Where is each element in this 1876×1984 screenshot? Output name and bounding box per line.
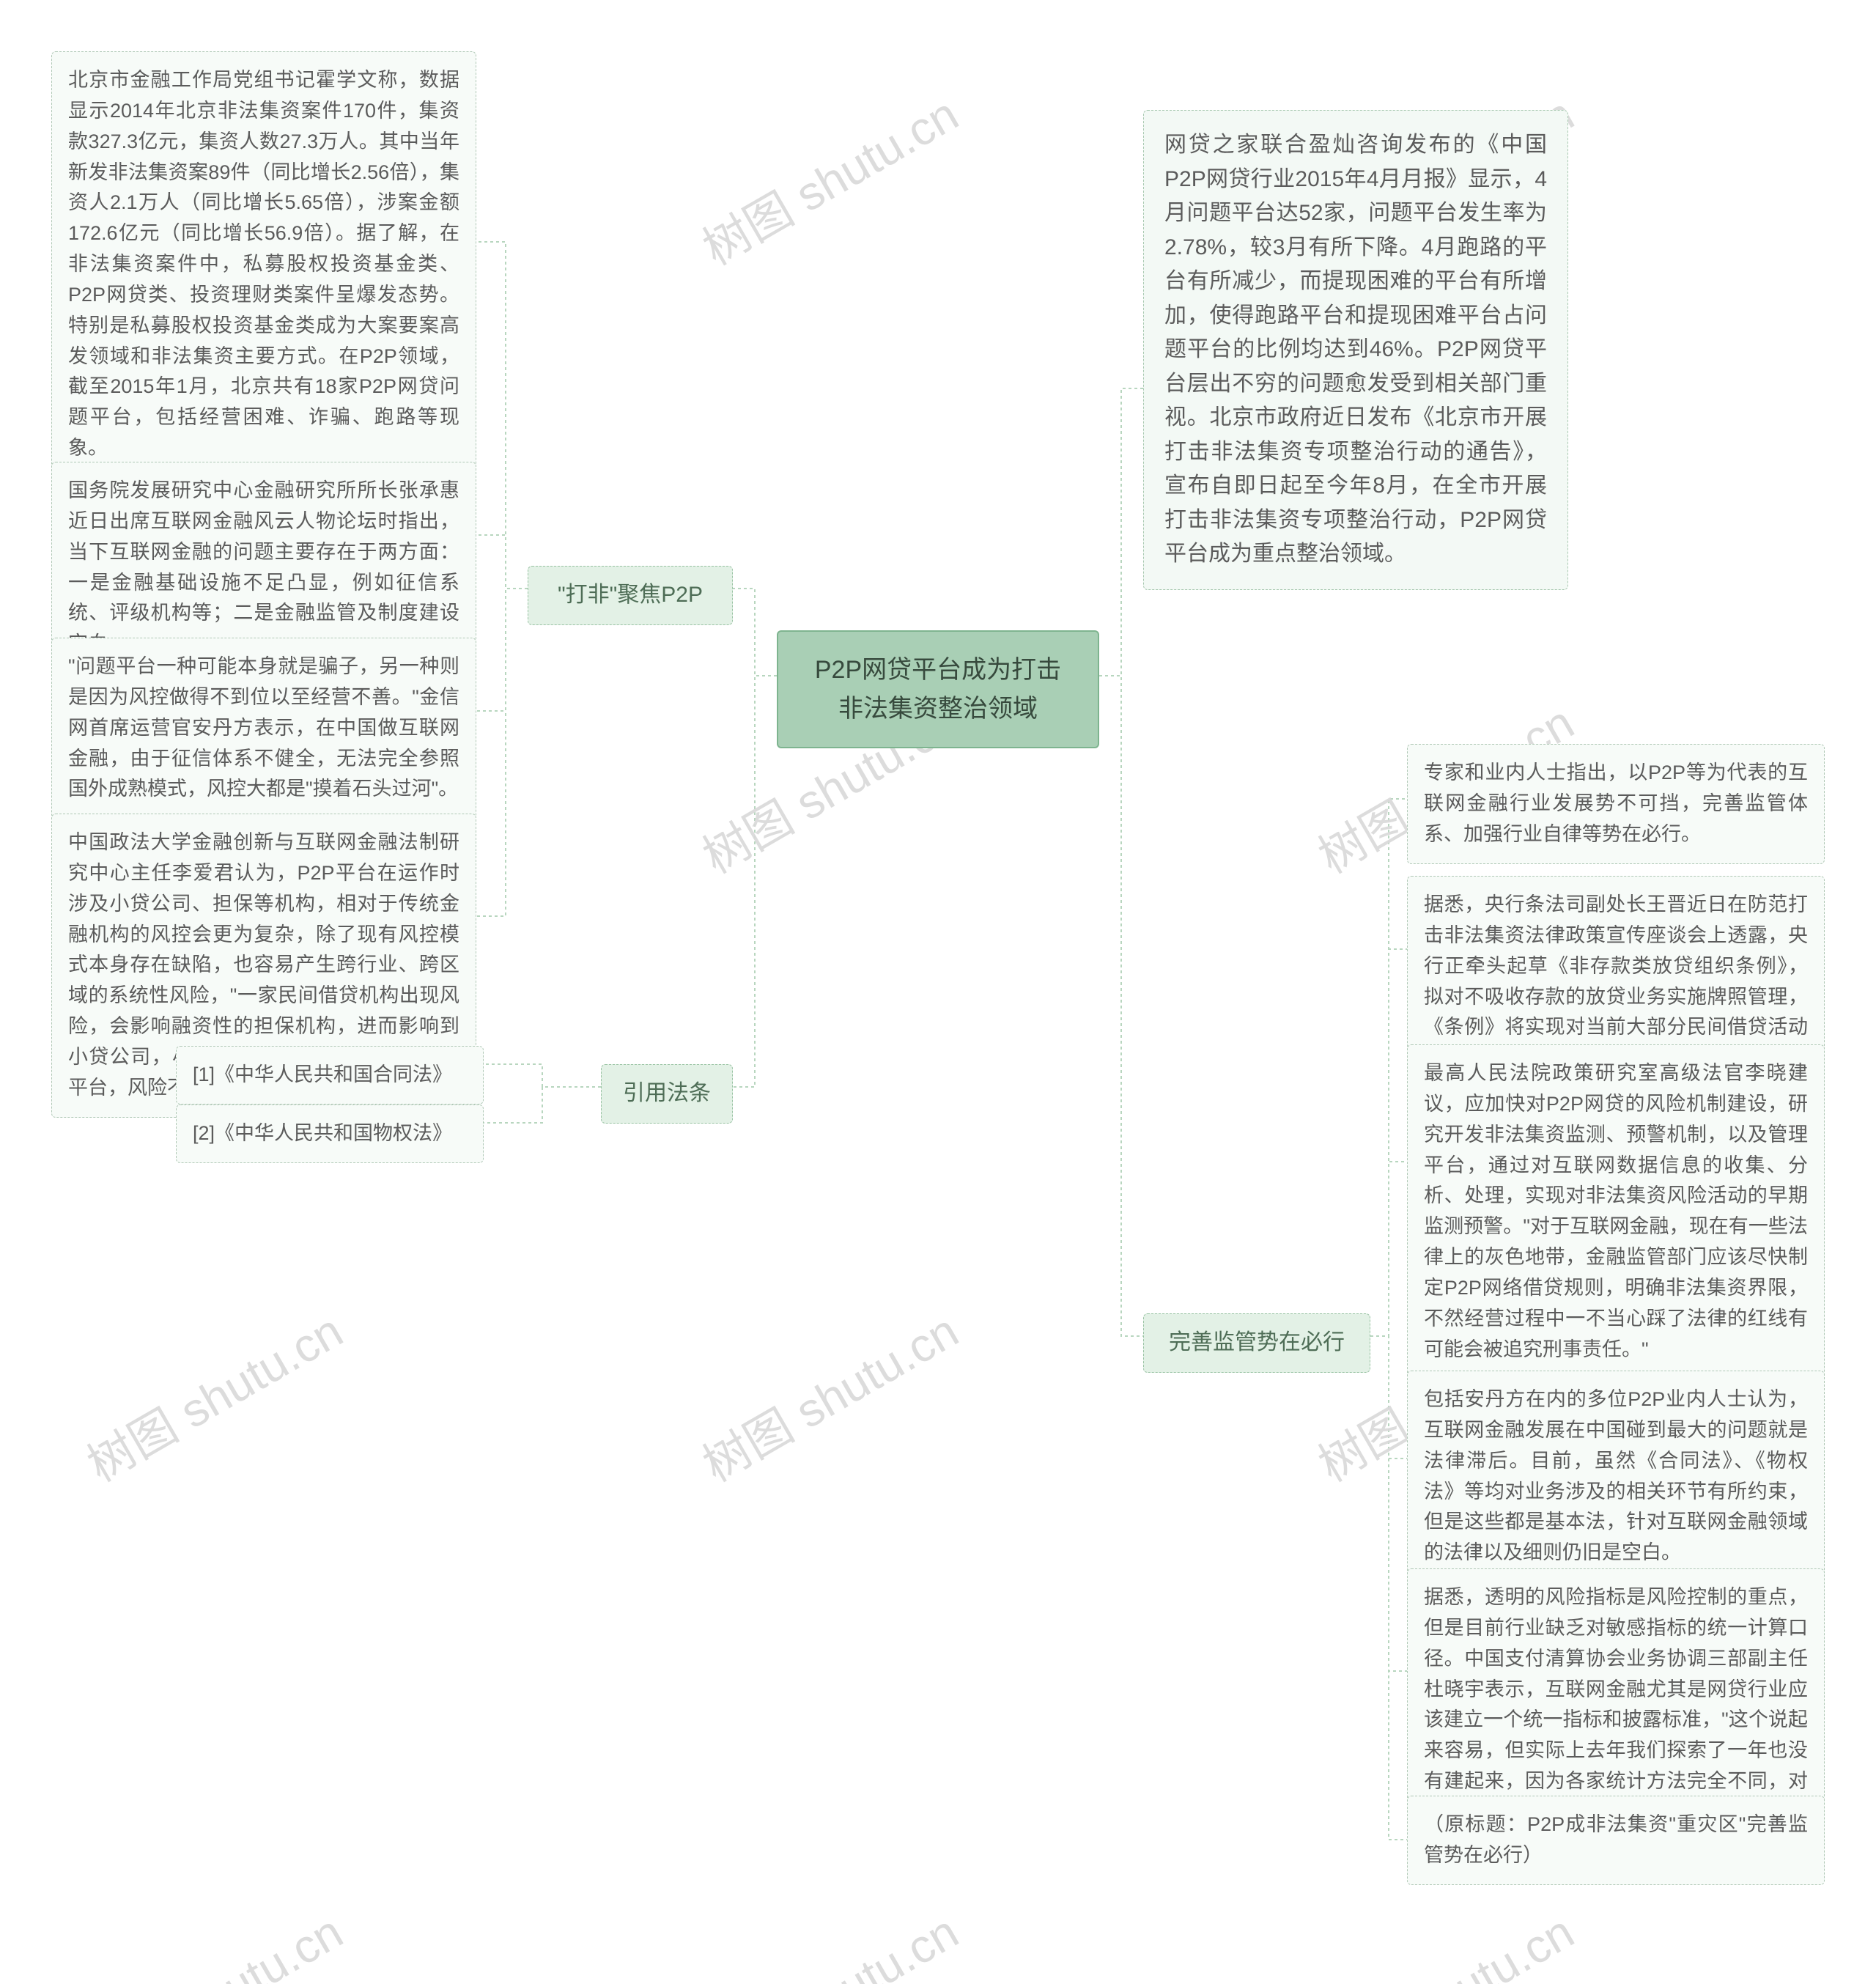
left-leaf-0: 北京市金融工作局党组书记霍学文称，数据显示2014年北京非法集资案件170件，集… [51, 51, 476, 478]
watermark: 树图 shutu.cn [689, 78, 969, 279]
center-label: P2P网贷平台成为打击非法集资整治领域 [815, 656, 1061, 723]
right-leaf-3: 包括安丹方在内的多位P2P业内人士认为，互联网金融发展在中国碰到最大的问题就是法… [1407, 1371, 1825, 1582]
law-leaf-0: [1]《中华人民共和国合同法》 [176, 1046, 484, 1105]
intro-node: 网贷之家联合盈灿咨询发布的《中国P2P网贷行业2015年4月月报》显示，4月问题… [1143, 110, 1568, 590]
watermark: 树图 shutu.cn [73, 1294, 353, 1495]
right-leaf-5: （原标题：P2P成非法集资"重灾区"完善监管势在必行） [1407, 1796, 1825, 1885]
branch-label: 引用法条 [623, 1081, 711, 1105]
branch-right-1: 完善监管势在必行 [1143, 1313, 1370, 1373]
branch-left-1: "打非"聚焦P2P [528, 566, 733, 625]
intro-text: 网贷之家联合盈灿咨询发布的《中国P2P网贷行业2015年4月月报》显示，4月问题… [1164, 133, 1547, 566]
center-node: P2P网贷平台成为打击非法集资整治领域 [777, 630, 1099, 748]
branch-label: 完善监管势在必行 [1169, 1330, 1345, 1354]
mindmap-canvas: 树图 shutu.cn 树图 shutu.cn 树图 shutu.cn 树图 shut… [0, 0, 1876, 1984]
right-leaf-2: 最高人民法院政策研究室高级法官李晓建议，应加快对P2P网贷的风险机制建设，研究开… [1407, 1044, 1825, 1379]
right-leaf-0: 专家和业内人士指出，以P2P等为代表的互联网金融行业发展势不可挡，完善监管体系、… [1407, 744, 1825, 864]
branch-label: "打非"聚焦P2P [558, 583, 703, 607]
law-leaf-1: [2]《中华人民共和国物权法》 [176, 1105, 484, 1163]
watermark: 树图 shutu.cn [689, 1294, 969, 1495]
watermark: 树图 shutu.cn [689, 1895, 969, 1984]
branch-left-2: 引用法条 [601, 1064, 733, 1124]
left-leaf-2: "问题平台一种可能本身就是骗子，另一种则是因为风控做得不到位以至经营不善。"金信… [51, 638, 476, 819]
watermark: 树图 shutu.cn [1304, 1895, 1584, 1984]
watermark: 树图 shutu.cn [73, 1895, 353, 1984]
